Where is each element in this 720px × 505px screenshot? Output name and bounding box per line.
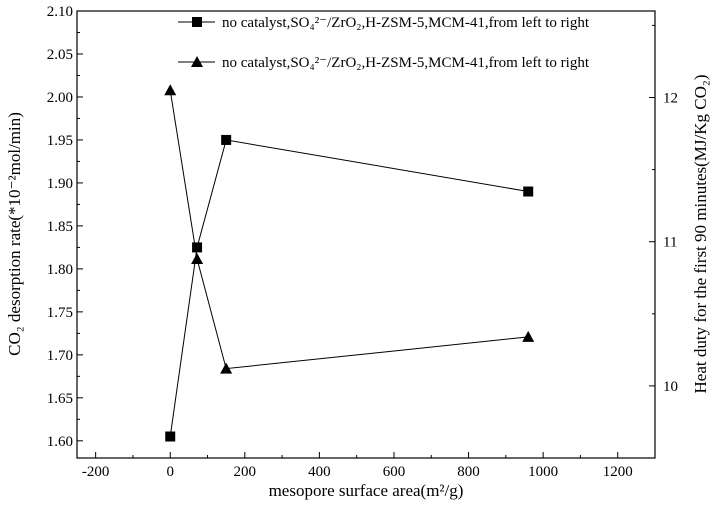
x-tick-label: 200 xyxy=(234,464,257,480)
left-y-tick-label: 1.90 xyxy=(47,176,73,192)
left-y-tick-label: 1.60 xyxy=(47,434,73,450)
right-y-axis-label: Heat duty for the first 90 minutes(MJ/Kg… xyxy=(691,75,710,394)
series-1-line xyxy=(169,139,529,437)
x-tick-label: 1200 xyxy=(603,464,633,480)
legend-entry-1: no catalyst,SO₄²⁻/ZrO₂,H-ZSM-5,MCM-41,fr… xyxy=(178,15,590,31)
series-1-point xyxy=(523,186,534,197)
legend-label-2: no catalyst,SO₄²⁻/ZrO₂,H-ZSM-5,MCM-41,fr… xyxy=(222,55,590,71)
right-y-axis-ticks: 10 11 12 xyxy=(649,24,678,459)
x-tick-label: 0 xyxy=(166,464,174,480)
series-1-point xyxy=(192,242,203,253)
x-tick-label: 400 xyxy=(308,464,331,480)
left-y-tick-label: 1.75 xyxy=(47,305,73,321)
left-y-tick-label: 2.10 xyxy=(47,4,73,20)
x-tick-label: 800 xyxy=(457,464,480,480)
left-y-tick-label: 1.70 xyxy=(47,348,73,364)
series-1-point xyxy=(165,431,176,442)
x-axis-label: mesopore surface area(m²/g) xyxy=(269,481,464,500)
right-y-tick-label: 11 xyxy=(663,235,677,251)
series-1-point xyxy=(221,134,232,145)
series-2-point xyxy=(191,253,204,265)
series-2-point xyxy=(164,84,177,96)
x-tick-label: 600 xyxy=(383,464,406,480)
left-y-axis-label: CO₂ desorption rate(*10⁻²mol/min) xyxy=(5,112,24,356)
left-y-tick-label: 2.05 xyxy=(47,47,73,63)
series-2-point xyxy=(522,330,535,342)
x-axis-ticks: -200 0 200 400 600 800 1000 1200 xyxy=(82,452,633,480)
series-2-line xyxy=(169,90,529,370)
left-y-axis-ticks: 1.60 1.65 1.70 1.75 1.80 1.85 1.90 1.95 2.00 2.05… xyxy=(47,4,83,450)
left-y-tick-label: 1.95 xyxy=(47,133,73,149)
left-y-tick-label: 1.85 xyxy=(47,219,73,235)
series-2-point xyxy=(220,362,233,374)
x-tick-label: -200 xyxy=(82,464,110,480)
left-y-tick-label: 1.65 xyxy=(47,391,73,407)
series-layer xyxy=(164,84,535,442)
legend-label-1: no catalyst,SO₄²⁻/ZrO₂,H-ZSM-5,MCM-41,fr… xyxy=(222,15,590,31)
legend-entry-2: no catalyst,SO₄²⁻/ZrO₂,H-ZSM-5,MCM-41,fr… xyxy=(178,55,590,71)
right-y-tick-label: 12 xyxy=(663,91,678,107)
legend-marker-square xyxy=(192,17,202,27)
legend-marker-triangle xyxy=(191,56,203,67)
plot-frame xyxy=(76,10,656,459)
left-y-tick-label: 2.00 xyxy=(47,90,73,106)
legend: no catalyst,SO₄²⁻/ZrO₂,H-ZSM-5,MCM-41,fr… xyxy=(178,15,590,71)
right-y-tick-label: 10 xyxy=(663,379,678,395)
left-y-tick-label: 1.80 xyxy=(47,262,73,278)
x-tick-label: 1000 xyxy=(528,464,558,480)
